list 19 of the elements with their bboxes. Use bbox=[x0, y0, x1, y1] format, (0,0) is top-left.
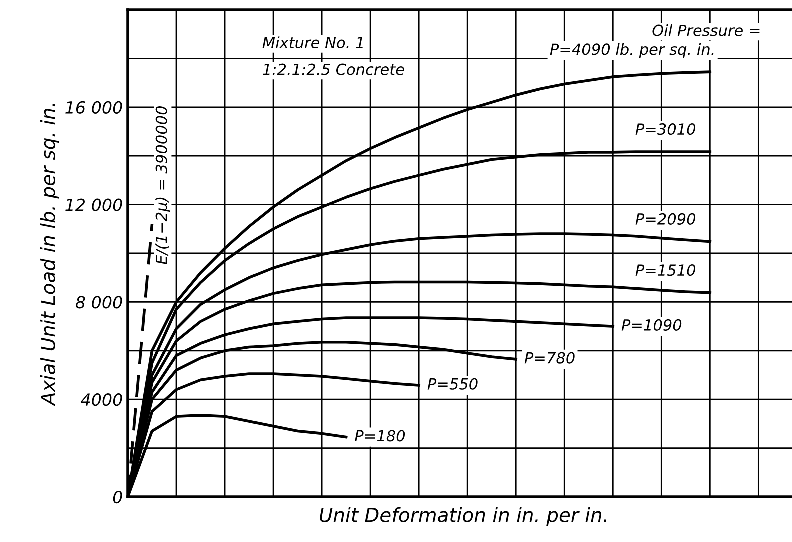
y-tick-label: 8 000 bbox=[76, 296, 122, 309]
series-label: P=1090 bbox=[622, 319, 682, 331]
x-axis-title: Unit Deformation in in. per in. bbox=[320, 507, 606, 526]
y-axis-title: Axial Unit Load in lb. per sq. in. bbox=[40, 104, 60, 406]
series-label: P=780 bbox=[524, 352, 575, 364]
annotation: Oil Pressure = bbox=[652, 24, 760, 36]
annotation: 1:2.1:2.5 Concrete bbox=[263, 64, 404, 76]
y-tick-label: 12 000 bbox=[66, 198, 122, 212]
annotation: E/(1−2μ) = 3900000 bbox=[156, 106, 170, 265]
annotation: Mixture No. 1 bbox=[262, 36, 363, 49]
series-label: P=180 bbox=[355, 430, 406, 442]
y-tick-label: 16 000 bbox=[66, 101, 122, 114]
y-tick-label: 4000 bbox=[81, 394, 122, 406]
series-label: P=1510 bbox=[636, 264, 696, 276]
series-label: P=2090 bbox=[636, 213, 696, 225]
y-tick-label: 0 bbox=[113, 490, 122, 504]
series-label: P=3010 bbox=[636, 124, 696, 136]
series-label: P=550 bbox=[428, 378, 478, 390]
series-label: P=4090 lb. per sq. in. bbox=[550, 43, 714, 58]
